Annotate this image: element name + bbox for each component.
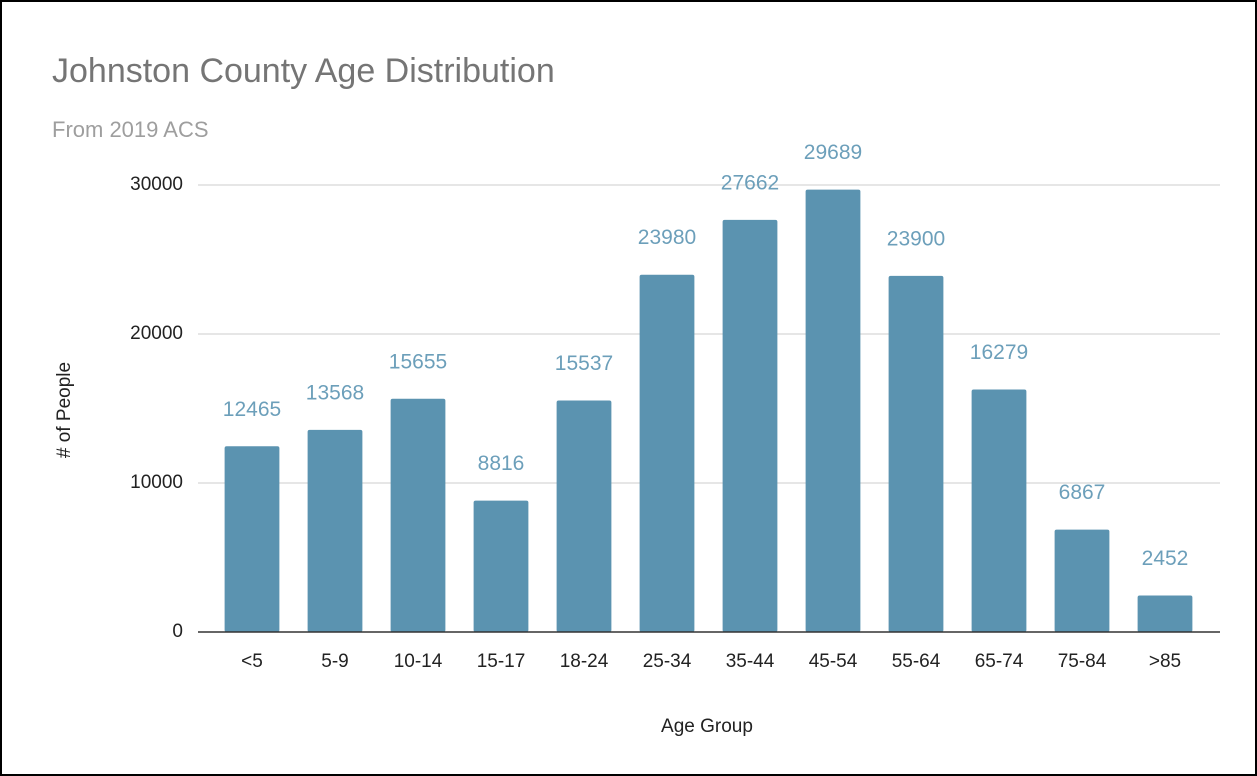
data-label: 23900 — [887, 227, 945, 250]
bar — [888, 275, 944, 632]
data-label: 23980 — [638, 226, 696, 249]
x-tick-label: 15-17 — [477, 651, 526, 672]
x-tick-label: 18-24 — [560, 651, 609, 672]
x-tick-label: 55-64 — [892, 651, 941, 672]
y-tick-label: 30000 — [130, 174, 183, 195]
x-tick-label: 35-44 — [726, 651, 775, 672]
x-tick-label: 5-9 — [321, 651, 348, 672]
bar — [971, 389, 1027, 632]
x-tick-label: 25-34 — [643, 651, 692, 672]
x-tick-label: 45-54 — [809, 651, 858, 672]
data-label: 8816 — [478, 452, 525, 475]
bar — [1137, 595, 1193, 632]
bar — [805, 189, 861, 632]
x-tick-label: 75-84 — [1058, 651, 1107, 672]
x-tick-label: <5 — [241, 651, 263, 672]
bar — [473, 500, 529, 632]
data-label: 15537 — [555, 352, 613, 375]
data-label: 15655 — [389, 350, 447, 373]
bar — [1054, 529, 1110, 632]
y-tick-label: 0 — [172, 621, 183, 642]
data-label: 16279 — [970, 341, 1028, 364]
bar — [639, 274, 695, 632]
y-tick-label: 10000 — [130, 472, 183, 493]
data-label: 2452 — [1142, 547, 1189, 570]
data-label: 12465 — [223, 398, 281, 421]
data-label: 6867 — [1059, 481, 1106, 504]
bar — [390, 398, 446, 632]
bar — [722, 219, 778, 633]
chart-subtitle: From 2019 ACS — [52, 117, 209, 142]
x-tick-label: 10-14 — [394, 651, 443, 672]
bar — [307, 429, 363, 632]
data-label: 27662 — [721, 171, 779, 194]
data-label: 29689 — [804, 141, 862, 164]
bar — [224, 446, 280, 632]
x-tick-label: >85 — [1149, 651, 1181, 672]
chart-title: Johnston County Age Distribution — [52, 52, 555, 90]
x-axis-label: Age Group — [661, 716, 753, 737]
bar — [556, 400, 612, 632]
data-label: 13568 — [306, 381, 364, 404]
y-tick-label: 20000 — [130, 323, 183, 344]
y-axis-label: # of People — [54, 362, 75, 458]
x-tick-label: 65-74 — [975, 651, 1024, 672]
